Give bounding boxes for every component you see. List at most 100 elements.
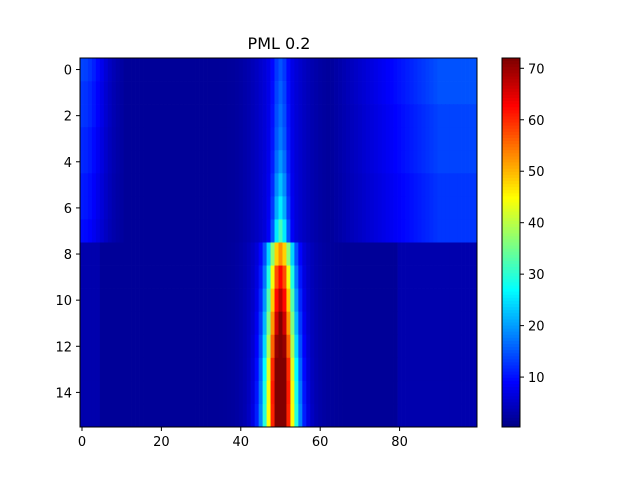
heatmap-cell xyxy=(91,334,97,359)
heatmap-cell xyxy=(441,219,446,243)
heatmap-cell xyxy=(262,196,267,220)
heatmap-cell xyxy=(465,104,470,128)
heatmap-cell xyxy=(187,219,192,243)
heatmap-cell xyxy=(349,127,355,151)
heatmap-cell xyxy=(389,265,394,289)
heatmap-cell xyxy=(103,219,109,243)
heatmap-cell xyxy=(266,81,271,105)
heatmap-cell xyxy=(258,219,263,243)
heatmap-cell xyxy=(457,380,462,405)
heatmap-cell xyxy=(191,380,196,405)
heatmap-cell xyxy=(373,311,379,336)
heatmap-cell xyxy=(115,81,121,105)
heatmap-cell xyxy=(127,127,132,151)
heatmap-cell xyxy=(135,81,140,105)
heatmap-cell xyxy=(445,403,450,428)
heatmap-cell xyxy=(270,58,275,82)
colorbar-segment xyxy=(502,122,520,127)
heatmap-cell xyxy=(449,265,454,289)
heatmap-cell xyxy=(115,196,121,220)
heatmap-cell xyxy=(80,127,85,151)
heatmap-cell xyxy=(377,242,383,266)
heatmap-cell xyxy=(258,288,263,313)
heatmap-cell xyxy=(413,311,418,336)
heatmap-cell xyxy=(409,58,414,82)
heatmap-cell xyxy=(353,173,359,197)
heatmap-cell xyxy=(111,104,117,128)
heatmap-cell xyxy=(123,196,128,220)
heatmap-cell xyxy=(83,288,89,313)
heatmap-cell xyxy=(437,334,442,359)
heatmap-cell xyxy=(314,196,319,220)
heatmap-cell xyxy=(361,334,367,359)
colorbar-segment xyxy=(502,61,520,65)
heatmap-cell xyxy=(357,81,363,105)
colorbar-segment xyxy=(502,147,520,151)
heatmap-cell xyxy=(342,196,347,220)
heatmap-cell xyxy=(123,81,128,105)
heatmap-cell xyxy=(449,81,454,105)
heatmap-cell xyxy=(405,288,410,313)
heatmap-cell xyxy=(262,81,267,105)
heatmap-cell xyxy=(441,265,446,289)
heatmap-cell xyxy=(326,196,331,220)
heatmap-cell xyxy=(401,196,406,220)
heatmap-cell xyxy=(218,334,224,359)
heatmap-cell xyxy=(342,380,347,405)
heatmap-cell xyxy=(338,380,343,405)
heatmap-cell xyxy=(278,81,283,105)
heatmap-cell xyxy=(107,150,113,174)
heatmap-cell xyxy=(338,58,343,82)
heatmap-cell xyxy=(465,357,470,382)
heatmap-cell xyxy=(199,265,204,289)
heatmap-cell xyxy=(163,104,168,128)
heatmap-cell xyxy=(393,127,398,151)
x-tick-label: 0 xyxy=(78,435,86,450)
heatmap-cell xyxy=(441,311,446,336)
heatmap-cell xyxy=(349,311,355,336)
heatmap-cell xyxy=(349,265,355,289)
heatmap-cell xyxy=(258,265,263,289)
heatmap-cell xyxy=(139,288,144,313)
heatmap-cell xyxy=(80,104,85,128)
colorbar-segment xyxy=(502,116,520,120)
heatmap-cell xyxy=(353,219,359,243)
heatmap-cell xyxy=(87,357,93,382)
heatmap-cell xyxy=(409,150,414,174)
heatmap-cell xyxy=(274,242,279,266)
heatmap-cell xyxy=(429,403,434,428)
heatmap-cell xyxy=(147,58,152,82)
heatmap-cell xyxy=(294,58,299,82)
heatmap-cell xyxy=(290,127,295,151)
colorbar-segment xyxy=(502,162,520,167)
heatmap-cell xyxy=(298,265,303,289)
heatmap-cell xyxy=(322,81,327,105)
heatmap-cell xyxy=(302,242,307,266)
heatmap-cell xyxy=(369,104,375,128)
heatmap-cell xyxy=(238,58,244,82)
heatmap-cell xyxy=(461,403,466,428)
heatmap-cell xyxy=(155,288,160,313)
heatmap-cell xyxy=(409,265,414,289)
heatmap-cell xyxy=(429,265,434,289)
heatmap-cell xyxy=(258,334,263,359)
heatmap-cell xyxy=(306,104,311,128)
heatmap-cell xyxy=(131,219,136,243)
heatmap-cell xyxy=(195,127,200,151)
heatmap-cell xyxy=(214,104,220,128)
x-tick-label: 40 xyxy=(233,435,250,450)
heatmap-cell xyxy=(135,173,140,197)
heatmap-cell xyxy=(107,380,113,405)
heatmap-cell xyxy=(469,380,474,405)
colorbar-segment xyxy=(502,377,520,382)
colorbar-segment xyxy=(502,310,520,314)
heatmap-cell xyxy=(123,403,128,428)
heatmap-cell xyxy=(87,173,93,197)
heatmap-cell xyxy=(222,403,228,428)
heatmap-cell xyxy=(453,380,458,405)
heatmap-cell xyxy=(278,242,283,266)
colorbar-segment xyxy=(502,97,520,102)
heatmap-cell xyxy=(278,265,283,289)
heatmap-cell xyxy=(103,173,109,197)
heatmap-cell xyxy=(274,173,279,197)
